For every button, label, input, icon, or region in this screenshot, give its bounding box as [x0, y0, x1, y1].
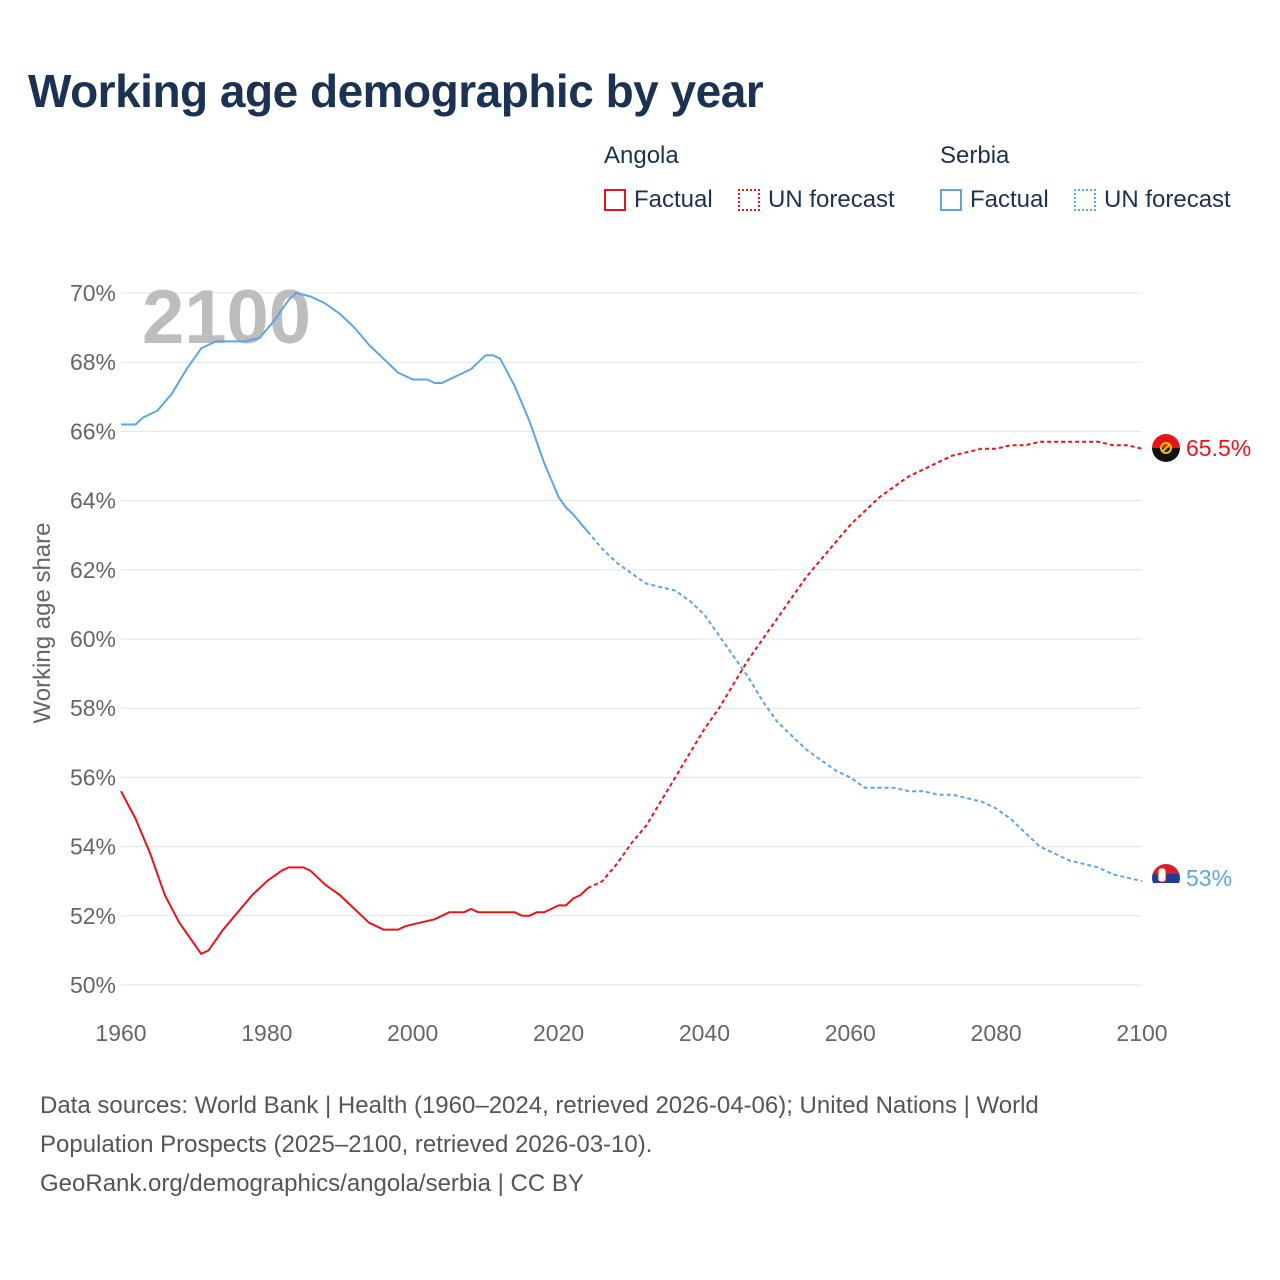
legend-item-angola-forecast[interactable]: UN forecast [738, 186, 895, 214]
series-lines [120, 292, 1143, 955]
y-tick-label: 64% [70, 488, 116, 514]
legend-group-angola: Angola [604, 142, 679, 169]
footer-line: Population Prospects (2025–2100, retriev… [40, 1131, 653, 1158]
year-watermark: 2100 [142, 275, 311, 360]
x-tick-label: 1960 [95, 1020, 146, 1046]
legend-swatch-solid [604, 189, 626, 211]
x-tick-label: 2040 [679, 1020, 730, 1046]
angola-factual-line[interactable] [120, 790, 589, 955]
chart-title: Working age demographic by year [28, 65, 764, 117]
footer-line: Data sources: World Bank | Health (1960–… [40, 1092, 1039, 1119]
y-tick-label: 54% [70, 834, 116, 860]
angola-end-label: 65.5% [1186, 435, 1251, 461]
x-tick-label: 1980 [241, 1020, 292, 1046]
x-axis-ticks: 1960 1980 2000 2020 2040 2060 2080 2100 [95, 1020, 1167, 1046]
serbia-forecast-line[interactable] [586, 531, 1143, 883]
y-tick-label: 58% [70, 695, 116, 721]
serbia-flag-icon [1152, 864, 1180, 892]
y-tick-label: 50% [70, 972, 116, 998]
y-axis-ticks: 50% 52% 54% 56% 58% 60% 62% 64% 66% 68% 70% [70, 280, 116, 998]
serbia-end-label: 53% [1186, 865, 1232, 891]
legend-label: Factual [634, 186, 713, 213]
footer-sources: Data sources: World Bank | Health (1960–… [40, 1086, 1240, 1203]
x-tick-label: 2000 [387, 1020, 438, 1046]
x-tick-label: 2060 [825, 1020, 876, 1046]
legend-item-angola-factual[interactable]: Factual [604, 186, 713, 214]
legend-swatch-solid [940, 189, 962, 211]
y-tick-label: 68% [70, 349, 116, 375]
footer-line[interactable]: GeoRank.org/demographics/angola/serbia |… [40, 1170, 584, 1197]
angola-forecast-line[interactable] [587, 440, 1143, 890]
legend-item-serbia-factual[interactable]: Factual [940, 186, 1049, 214]
y-tick-label: 60% [70, 626, 116, 652]
legend-group-serbia: Serbia [940, 142, 1010, 169]
y-tick-label: 70% [70, 280, 116, 306]
legend-swatch-dotted [738, 189, 760, 211]
legend-label: UN forecast [768, 186, 895, 213]
y-axis-label: Working age share [29, 523, 56, 724]
x-tick-label: 2080 [971, 1020, 1022, 1046]
legend-swatch-dotted [1074, 189, 1096, 211]
legend-label: Factual [970, 186, 1049, 213]
serbia-factual-line[interactable] [121, 292, 589, 533]
line-chart: 2100 50% 52% 54% 56% 58% 60% 62% 64% 66% 68% 70% 1… [29, 275, 1251, 1046]
grid-lines [121, 292, 1142, 986]
x-tick-label: 2020 [533, 1020, 584, 1046]
y-tick-label: 56% [70, 764, 116, 790]
y-tick-label: 62% [70, 557, 116, 583]
angola-flag-icon [1152, 434, 1180, 462]
legend-item-serbia-forecast[interactable]: UN forecast [1074, 186, 1231, 214]
x-tick-label: 2100 [1116, 1020, 1167, 1046]
legend-label: UN forecast [1104, 186, 1231, 213]
y-tick-label: 52% [70, 903, 116, 929]
y-tick-label: 66% [70, 418, 116, 444]
